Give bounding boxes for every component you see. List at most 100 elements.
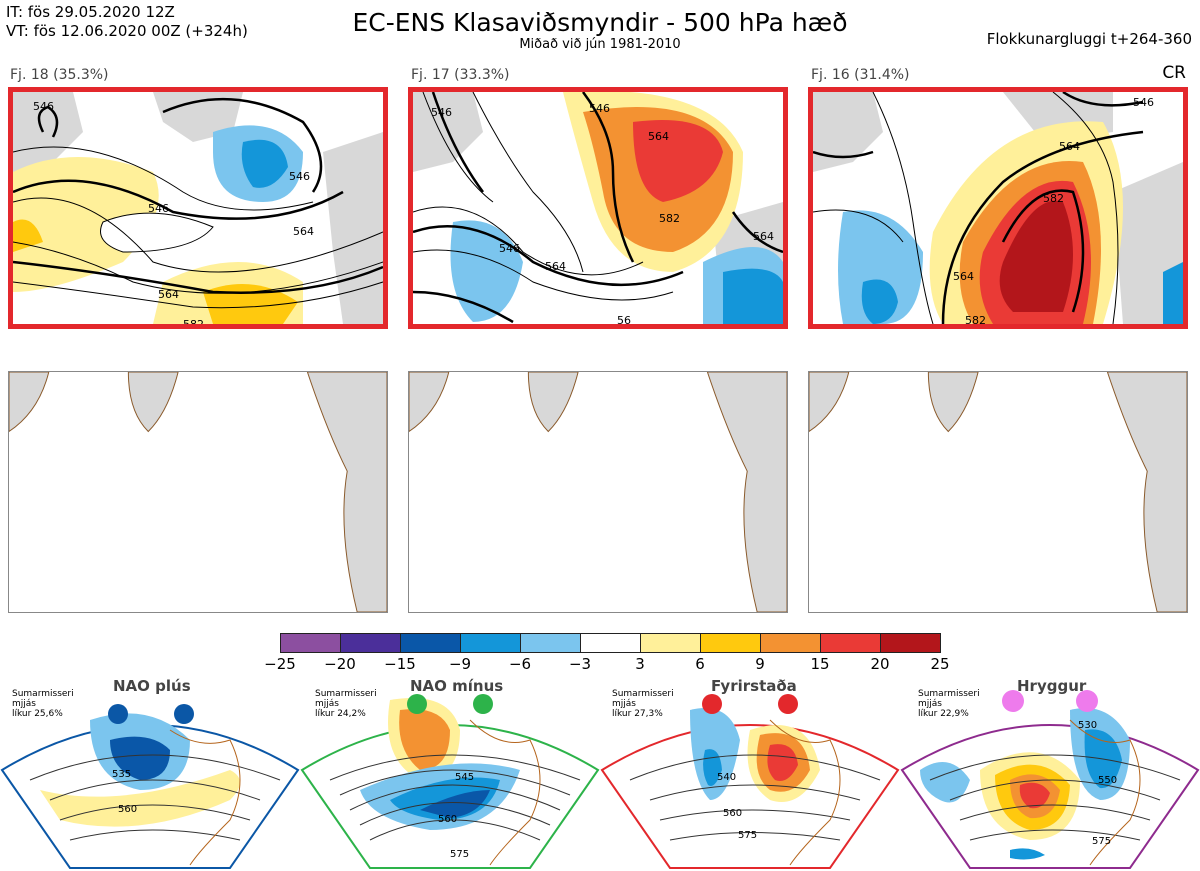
- colorbar-cell: [400, 633, 461, 653]
- clustering-window: Flokkunargluggi t+264-360: [986, 30, 1192, 48]
- regime-dot: [702, 694, 722, 714]
- colorbar-tick: 15: [810, 655, 830, 673]
- regime-1-dots: [108, 704, 194, 752]
- regime-1-name: NAO plús: [113, 677, 191, 695]
- colorbar-tick: 3: [635, 655, 645, 673]
- cluster-3-contour-b: 564: [1059, 140, 1080, 153]
- regime-2-info: Sumarmisseri mjjás líkur 24,2%: [315, 689, 377, 719]
- initial-time: IT: fös 29.05.2020 12Z: [6, 3, 175, 21]
- regime-dot: [174, 704, 194, 724]
- regime-3-info: Sumarmisseri mjjás líkur 27,3%: [612, 689, 674, 719]
- cluster-1-contour-b: 546: [148, 202, 169, 215]
- regime-dot: [108, 704, 128, 724]
- empty-map-2-graphic: [409, 372, 787, 612]
- cluster-2-contour-h: 56: [617, 314, 631, 327]
- regime-info-line: líkur 25,6%: [12, 709, 63, 719]
- regime-4-contour: 550: [1098, 775, 1118, 786]
- regime-dot: [778, 694, 798, 714]
- cluster-map-1-graphic: [13, 92, 383, 324]
- colorbar-tick: 6: [695, 655, 705, 673]
- colorbar-cell: [820, 633, 881, 653]
- colorbar-cell: [760, 633, 821, 653]
- colorbar-tick: −3: [568, 655, 592, 673]
- regime-4-dots: [1002, 690, 1102, 712]
- cluster-2-contour-g: 564: [753, 230, 774, 243]
- cluster-3-contour-d: 564: [953, 270, 974, 283]
- colorbar-cell: [700, 633, 761, 653]
- regime-info-line: Sumarmisseri: [315, 689, 377, 699]
- regime-info-line: mjjás: [315, 699, 339, 709]
- regime-4-map: [900, 708, 1200, 869]
- cluster-2-label: Fj. 17 (33.3%): [411, 67, 510, 83]
- cluster-map-3[interactable]: 546 564 582 564 582: [808, 87, 1188, 329]
- empty-map-1: [8, 371, 388, 613]
- regime-info-line: Sumarmisseri: [612, 689, 674, 699]
- cluster-map-2[interactable]: 546 546 564 564 582 546 564 56: [408, 87, 788, 329]
- cluster-2-contour-b: 546: [499, 242, 520, 255]
- cluster-3-contour-c: 582: [1043, 192, 1064, 205]
- regime-4-name: Hryggur: [1017, 677, 1087, 695]
- colorbar-tick: −6: [508, 655, 532, 673]
- colorbar-tick: −20: [324, 655, 356, 673]
- colorbar-cell: [340, 633, 401, 653]
- page-title: EC-ENS Klasaviðsmyndir - 500 hPa hæð: [352, 8, 848, 37]
- empty-map-2: [408, 371, 788, 613]
- cluster-3-contour-e: 582: [965, 314, 986, 327]
- regime-3-dots: [702, 694, 798, 714]
- regime-1-contour: 535: [112, 769, 132, 780]
- regime-dot: [1076, 690, 1098, 712]
- regime-2-dots: [407, 694, 497, 714]
- colorbar-cell: [580, 633, 641, 653]
- regime-info-line: líkur 24,2%: [315, 709, 366, 719]
- regime-dot: [473, 694, 493, 714]
- regime-2-map: [300, 698, 600, 869]
- cluster-map-1[interactable]: 546 546 546 564 564 582: [8, 87, 388, 329]
- cluster-2-contour-d: 564: [648, 130, 669, 143]
- regime-dot: [1002, 690, 1024, 712]
- cluster-1-contour-d: 564: [293, 225, 314, 238]
- regime-2-name: NAO mínus: [410, 677, 504, 695]
- colorbar-cell: [520, 633, 581, 653]
- cluster-map-2-graphic: [413, 92, 783, 324]
- colorbar-cell: [280, 633, 341, 653]
- header-info: IT: fös 29.05.2020 12Z VT: fös 12.06.202…: [6, 3, 248, 41]
- regime-4-info: Sumarmisseri mjjás líkur 22,9%: [918, 689, 980, 719]
- regime-4-contour: 575: [1092, 836, 1112, 847]
- regime-3-contour: 575: [738, 830, 758, 841]
- cluster-3-contour-a: 546: [1133, 96, 1154, 109]
- regime-info-line: mjjás: [12, 699, 36, 709]
- regime-info-line: Sumarmisseri: [918, 689, 980, 699]
- regime-4-contour: 530: [1078, 720, 1098, 731]
- colorbar-tick: −9: [448, 655, 472, 673]
- cr-label: CR: [1162, 63, 1186, 83]
- cluster-2-contour-c: 564: [545, 260, 566, 273]
- empty-map-3-graphic: [809, 372, 1187, 612]
- regime-3-name: Fyrirstaða: [711, 677, 797, 695]
- colorbar-cell: [640, 633, 701, 653]
- colorbar-tick: 9: [755, 655, 765, 673]
- regime-info-line: mjjás: [918, 699, 942, 709]
- cluster-1-contour-c: 546: [289, 170, 310, 183]
- colorbar-cell: [880, 633, 941, 653]
- regime-3-contour: 540: [717, 772, 737, 783]
- cluster-map-3-graphic: [813, 92, 1183, 324]
- colorbar-tick: 20: [870, 655, 890, 673]
- cluster-1-contour-e: 564: [158, 288, 179, 301]
- regime-info-line: Sumarmisseri: [12, 689, 74, 699]
- regime-info-line: líkur 22,9%: [918, 709, 969, 719]
- cluster-3-label: Fj. 16 (31.4%): [811, 67, 910, 83]
- regime-2-contour: 545: [455, 772, 475, 783]
- cluster-2-contour-f: 546: [589, 102, 610, 115]
- cluster-1-label: Fj. 18 (35.3%): [10, 67, 109, 83]
- cluster-2-contour-e: 582: [659, 212, 680, 225]
- regime-1-map: [0, 713, 300, 869]
- colorbar-tick: −15: [384, 655, 416, 673]
- regime-1-info: Sumarmisseri mjjás líkur 25,6%: [12, 689, 74, 719]
- regime-dot: [407, 694, 427, 714]
- regime-3-contour: 560: [723, 808, 743, 819]
- colorbar-tick: 25: [930, 655, 950, 673]
- colorbar-tick: −25: [264, 655, 296, 673]
- empty-map-1-graphic: [9, 372, 387, 612]
- regime-2-contour: 575: [450, 849, 470, 860]
- regime-1-contour: 560: [118, 804, 138, 815]
